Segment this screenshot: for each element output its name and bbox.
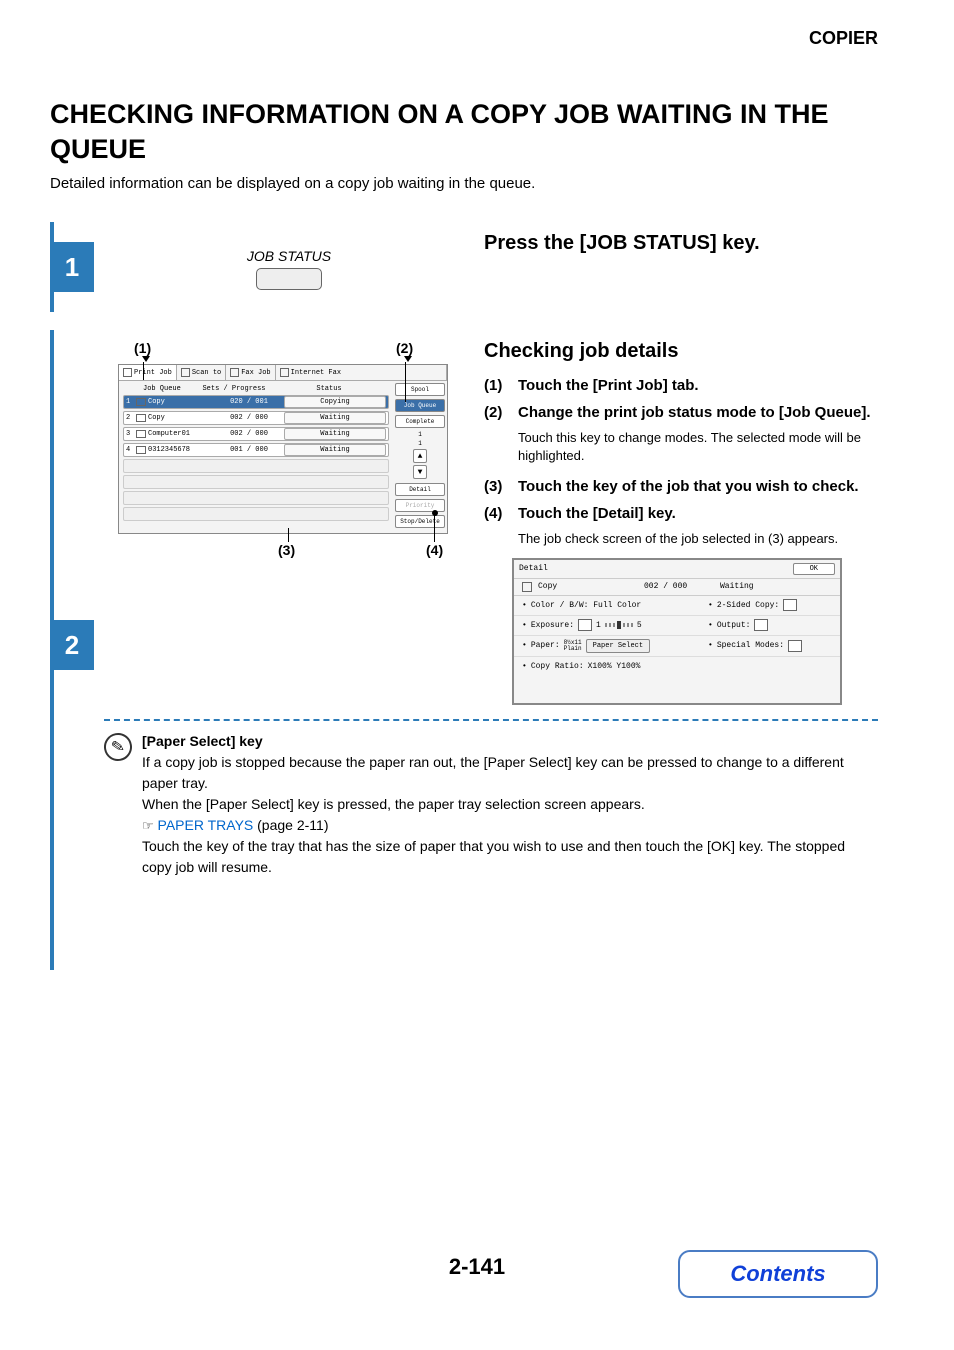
detail-prog: 002 / 000 (644, 582, 714, 591)
complete-button[interactable]: Complete (395, 415, 445, 428)
nav-down-icon[interactable]: ▼ (413, 465, 427, 479)
note-title: [Paper Select] key (142, 733, 263, 749)
detail-ratio-val: X100% Y100% (588, 662, 641, 671)
step-2-heading: Checking job details (484, 340, 878, 363)
separator (104, 719, 878, 721)
ok-button[interactable]: OK (793, 563, 835, 575)
instr-3-num: (3) (484, 476, 518, 497)
instr-4-text: Touch the [Detail] key. (518, 503, 676, 524)
detail-paper-val: 8½x11 Plain (564, 640, 582, 652)
step-2-number: 2 (50, 620, 94, 670)
nav-up-icon[interactable]: ▲ (413, 449, 427, 463)
job-queue-button[interactable]: Job Queue (395, 399, 445, 412)
note-link[interactable]: PAPER TRAYS (158, 817, 254, 833)
detail-status: Waiting (720, 582, 754, 591)
instr-4-num: (4) (484, 503, 518, 524)
nav-page-bot: 1 (395, 440, 445, 447)
note-p3: Touch the key of the tray that has the s… (142, 838, 845, 875)
output-icon (754, 619, 768, 631)
job-status-screen: Print Job Scan to Fax Job Internet Fax J… (118, 364, 448, 534)
job-status-key-graphic: JOB STATUS (104, 248, 474, 290)
page-title: CHECKING INFORMATION ON A COPY JOB WAITI… (50, 97, 878, 167)
detail-copy: Copy (538, 582, 638, 591)
tab-internet-fax[interactable]: Internet Fax (276, 365, 447, 380)
note-p2: When the [Paper Select] key is pressed, … (142, 796, 645, 812)
step-1-number: 1 (50, 242, 94, 292)
tab-print-job[interactable]: Print Job (119, 365, 177, 380)
exposure-icon (578, 619, 592, 631)
spool-button[interactable]: Spool (395, 383, 445, 396)
detail-button[interactable]: Detail (395, 483, 445, 496)
detail-ratio: Copy Ratio: (531, 662, 584, 671)
instr-4-note: The job check screen of the job selected… (518, 530, 878, 548)
instr-1-text: Touch the [Print Job] tab. (518, 375, 699, 396)
page-subtitle: Detailed information can be displayed on… (50, 175, 878, 192)
instr-3-text: Touch the key of the job that you wish t… (518, 476, 859, 497)
job-row-empty (123, 475, 389, 489)
duplex-icon (783, 599, 797, 611)
instr-2-num: (2) (484, 402, 518, 423)
section-header: COPIER (50, 28, 878, 49)
job-row-empty (123, 459, 389, 473)
nav-page-top: 1 (395, 431, 445, 438)
note-link-page: (page 2-11) (253, 817, 328, 833)
detail-panel: Detail OK Copy 002 / 000 Waiting • Color… (512, 558, 842, 705)
instr-1-num: (1) (484, 375, 518, 396)
callout-1-label: (1) (134, 340, 151, 356)
priority-button[interactable]: Priority (395, 499, 445, 512)
step-1: 1 JOB STATUS Press the [JOB STATUS] key. (50, 222, 878, 312)
pointer-icon: ☞ (142, 818, 154, 833)
step-1-heading: Press the [JOB STATUS] key. (484, 232, 878, 255)
contents-button[interactable]: Contents (678, 1250, 878, 1298)
job-status-key-icon (256, 268, 322, 290)
note-p1: If a copy job is stopped because the pap… (142, 754, 844, 791)
pencil-icon: ✎ (102, 731, 134, 763)
paper-select-button[interactable]: Paper Select (586, 639, 650, 653)
job-row-empty (123, 491, 389, 505)
detail-title: Detail (519, 564, 548, 573)
special-icon (788, 640, 802, 652)
col-job-queue: Job Queue (123, 385, 199, 393)
callout-3-label: (3) (278, 542, 295, 558)
detail-paper: Paper: (531, 641, 560, 650)
callout-4-label: (4) (426, 542, 443, 558)
job-row[interactable]: 1 Copy 020 / 001 Copying (123, 395, 389, 409)
callout-2-label: (2) (396, 340, 413, 356)
job-row[interactable]: 4 0312345678 001 / 000 Waiting (123, 443, 389, 457)
step-2: 2 (1) (2) Print Job Scan to Fax (50, 330, 878, 970)
tab-fax-job[interactable]: Fax Job (226, 365, 275, 380)
col-sets: Sets / Progress (199, 385, 269, 393)
tab-scan-to[interactable]: Scan to (177, 365, 226, 380)
detail-output: Output: (717, 621, 751, 630)
detail-special: Special Modes: (717, 641, 784, 650)
job-status-label: JOB STATUS (104, 248, 474, 264)
detail-exposure: Exposure: (531, 621, 574, 630)
copy-icon (522, 582, 532, 592)
stop-delete-button[interactable]: Stop/Delete (395, 515, 445, 528)
job-row-empty (123, 507, 389, 521)
job-row[interactable]: 2 Copy 002 / 000 Waiting (123, 411, 389, 425)
instr-2-note: Touch this key to change modes. The sele… (518, 429, 878, 465)
job-row[interactable]: 3 Computer01 002 / 000 Waiting (123, 427, 389, 441)
detail-2sided: 2-Sided Copy: (717, 601, 779, 610)
detail-color: Color / B/W: Full Color (531, 601, 641, 610)
col-status: Status (269, 385, 389, 393)
instr-2-text: Change the print job status mode to [Job… (518, 402, 871, 423)
